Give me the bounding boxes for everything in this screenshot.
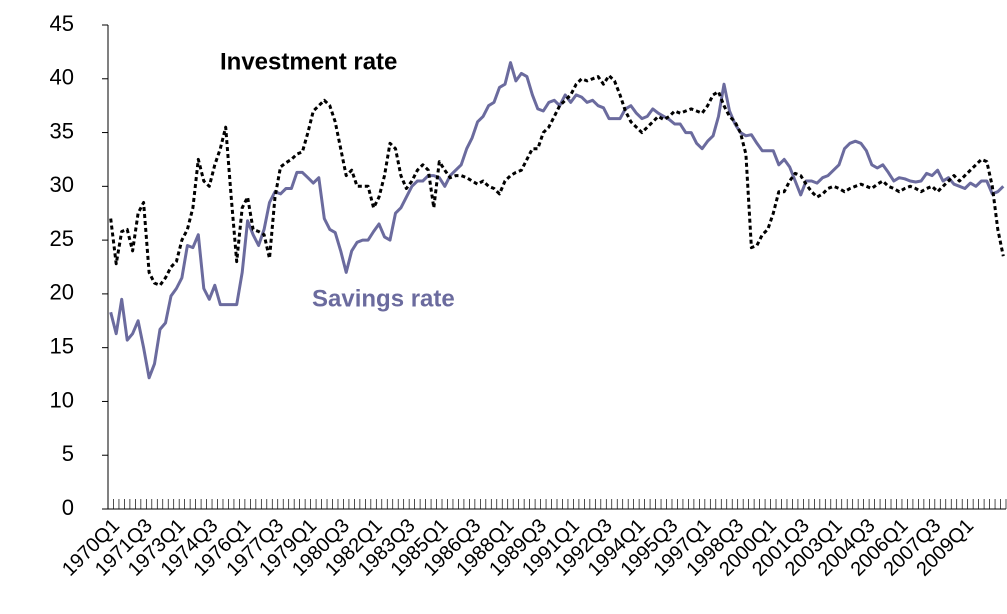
series-line: [109, 74, 1005, 287]
y-tick-label: 45: [50, 11, 74, 36]
y-tick-label: 35: [50, 118, 74, 143]
series-label: Investment rate: [220, 48, 397, 75]
y-tick-label: 5: [62, 441, 74, 466]
y-tick-label: 30: [50, 172, 74, 197]
series-line: [109, 61, 1005, 380]
series-label: Savings rate: [312, 285, 455, 312]
y-tick-label: 0: [62, 495, 74, 520]
y-tick-label: 40: [50, 65, 74, 90]
y-tick-label: 25: [50, 226, 74, 251]
y-tick-label: 15: [50, 333, 74, 358]
y-tick-label: 20: [50, 280, 74, 305]
y-tick-label: 10: [50, 387, 74, 412]
